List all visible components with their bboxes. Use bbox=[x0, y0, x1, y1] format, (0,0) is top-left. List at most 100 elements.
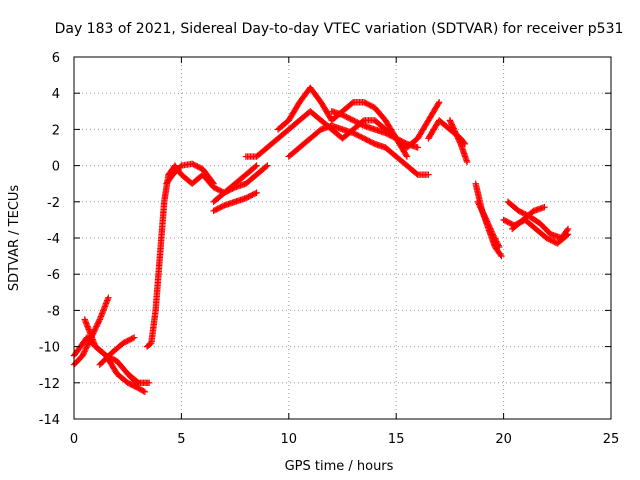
data-point-marker bbox=[475, 199, 482, 207]
data-point-marker bbox=[145, 379, 153, 386]
data-point-marker bbox=[454, 135, 462, 142]
data-point-marker bbox=[447, 118, 454, 125]
x-tick-labels: 0 5 10 15 20 25 bbox=[70, 432, 619, 447]
data-point-marker bbox=[129, 335, 137, 342]
data-point-marker bbox=[425, 171, 432, 178]
data-point-marker bbox=[79, 352, 86, 359]
data-point-marker bbox=[403, 153, 411, 160]
data-point-marker bbox=[451, 128, 459, 135]
data-point-marker bbox=[94, 320, 101, 327]
data-point-marker bbox=[262, 163, 270, 170]
data-point-marker bbox=[463, 158, 471, 166]
series-trace-i bbox=[210, 189, 260, 215]
data-point-marker bbox=[478, 206, 485, 214]
data-point-marker bbox=[483, 216, 490, 224]
data-point-marker bbox=[475, 201, 483, 208]
data-point-marker bbox=[252, 190, 259, 197]
series-trace-c bbox=[81, 316, 149, 396]
chart-title: Day 183 of 2021, Sidereal Day-to-day VTE… bbox=[55, 21, 624, 37]
data-point-marker bbox=[488, 228, 495, 235]
y-tick-label: -6 bbox=[47, 268, 60, 283]
data-point-marker bbox=[84, 341, 92, 348]
data-point-marker bbox=[456, 137, 463, 145]
series-trace-g bbox=[163, 160, 217, 187]
x-axis-title: GPS time / hours bbox=[285, 459, 394, 474]
data-point-marker bbox=[489, 231, 497, 238]
data-point-marker bbox=[264, 162, 271, 169]
data-point-marker bbox=[449, 124, 457, 131]
data-point-marker bbox=[451, 126, 458, 134]
series-trace-q bbox=[474, 198, 503, 251]
y-axis-title: SDTVAR / TECUs bbox=[7, 185, 22, 292]
data-point-marker bbox=[483, 218, 491, 225]
y-tick-label: 6 bbox=[52, 51, 60, 66]
data-point-marker bbox=[479, 208, 486, 215]
data-point-marker bbox=[252, 163, 259, 170]
data-point-marker bbox=[487, 226, 495, 234]
x-tick-label: 15 bbox=[388, 432, 405, 447]
y-tick-label: -8 bbox=[47, 304, 60, 319]
data-point-marker bbox=[95, 317, 103, 325]
y-tick-label: -14 bbox=[39, 413, 60, 428]
x-tick-label: 20 bbox=[495, 432, 512, 447]
data-point-marker bbox=[209, 179, 216, 186]
data-point-marker bbox=[80, 351, 87, 358]
y-tick-label: -12 bbox=[39, 377, 60, 392]
data-point-marker bbox=[454, 133, 461, 141]
series-trace-f bbox=[143, 162, 260, 350]
data-point-marker bbox=[453, 132, 461, 139]
data-point-marker bbox=[541, 204, 548, 211]
data-point-marker bbox=[80, 349, 88, 357]
data-point-marker bbox=[92, 324, 100, 332]
data-point-marker bbox=[253, 162, 260, 169]
y-tick-label: 2 bbox=[52, 123, 60, 138]
data-point-marker bbox=[482, 215, 489, 222]
data-point-marker bbox=[91, 325, 99, 333]
data-point-marker bbox=[563, 227, 571, 234]
data-point-marker bbox=[453, 130, 460, 138]
data-point-marker bbox=[479, 209, 487, 217]
data-point-marker bbox=[493, 239, 501, 247]
series-trace-s bbox=[504, 198, 572, 242]
data-point-marker bbox=[490, 232, 497, 239]
y-tick-label: -10 bbox=[39, 341, 60, 356]
x-tick-label: 5 bbox=[177, 432, 185, 447]
data-point-marker bbox=[497, 251, 504, 259]
data-point-marker bbox=[141, 388, 149, 396]
x-tick-label: 25 bbox=[603, 432, 620, 447]
series-trace-m bbox=[328, 108, 421, 151]
data-point-marker bbox=[481, 213, 489, 221]
series-trace-t bbox=[508, 204, 548, 233]
data-point-marker bbox=[486, 223, 493, 231]
axis-ticks bbox=[73, 56, 612, 420]
data-point-marker bbox=[85, 339, 92, 347]
data-point-marker bbox=[452, 129, 459, 137]
y-tick-label: -2 bbox=[47, 196, 60, 211]
data-point-marker bbox=[93, 323, 100, 330]
data-point-marker bbox=[489, 229, 496, 237]
data-point-marker bbox=[446, 117, 454, 124]
data-point-marker bbox=[494, 241, 502, 248]
data-points bbox=[70, 84, 572, 396]
data-point-marker bbox=[82, 345, 90, 352]
data-point-marker bbox=[435, 99, 443, 106]
data-point-marker bbox=[93, 321, 101, 329]
data-point-marker bbox=[487, 225, 494, 232]
data-point-marker bbox=[83, 344, 90, 351]
y-tick-label: -4 bbox=[47, 232, 60, 247]
data-point-marker bbox=[481, 212, 488, 219]
data-point-marker bbox=[402, 152, 410, 159]
data-point-marker bbox=[485, 222, 493, 229]
data-point-marker bbox=[140, 387, 147, 395]
data-point-marker bbox=[477, 204, 484, 211]
data-point-marker bbox=[449, 122, 456, 130]
data-point-marker bbox=[496, 243, 503, 251]
data-point-marker bbox=[477, 205, 485, 212]
data-point-marker bbox=[84, 342, 91, 350]
y-tick-label: 4 bbox=[52, 87, 60, 102]
data-point-marker bbox=[95, 319, 102, 326]
data-point-marker bbox=[414, 144, 421, 151]
data-point-marker bbox=[492, 236, 499, 244]
data-point-marker bbox=[476, 202, 484, 210]
